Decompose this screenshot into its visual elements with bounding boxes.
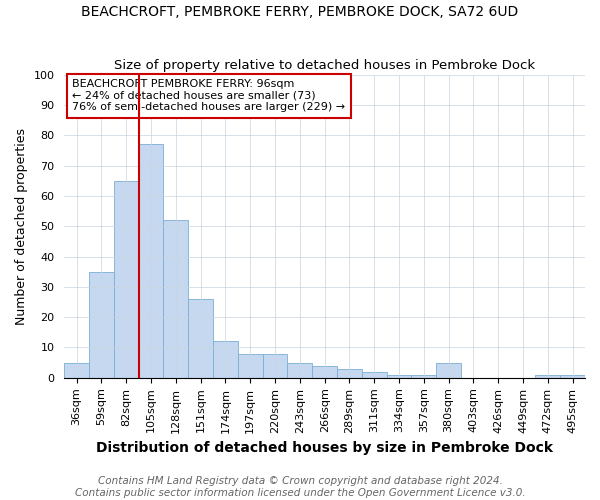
Bar bbox=[312, 366, 337, 378]
Bar bbox=[362, 372, 386, 378]
Bar bbox=[64, 362, 89, 378]
Bar bbox=[89, 272, 114, 378]
X-axis label: Distribution of detached houses by size in Pembroke Dock: Distribution of detached houses by size … bbox=[96, 441, 553, 455]
Bar bbox=[114, 180, 139, 378]
Bar bbox=[560, 375, 585, 378]
Bar bbox=[263, 354, 287, 378]
Bar bbox=[436, 362, 461, 378]
Text: BEACHCROFT PEMBROKE FERRY: 96sqm
← 24% of detached houses are smaller (73)
76% o: BEACHCROFT PEMBROKE FERRY: 96sqm ← 24% o… bbox=[72, 79, 345, 112]
Bar bbox=[386, 375, 412, 378]
Bar bbox=[535, 375, 560, 378]
Bar bbox=[188, 299, 213, 378]
Text: BEACHCROFT, PEMBROKE FERRY, PEMBROKE DOCK, SA72 6UD: BEACHCROFT, PEMBROKE FERRY, PEMBROKE DOC… bbox=[82, 5, 518, 19]
Bar bbox=[163, 220, 188, 378]
Bar bbox=[337, 368, 362, 378]
Bar bbox=[139, 144, 163, 378]
Bar bbox=[287, 362, 312, 378]
Y-axis label: Number of detached properties: Number of detached properties bbox=[15, 128, 28, 324]
Text: Contains HM Land Registry data © Crown copyright and database right 2024.
Contai: Contains HM Land Registry data © Crown c… bbox=[74, 476, 526, 498]
Title: Size of property relative to detached houses in Pembroke Dock: Size of property relative to detached ho… bbox=[114, 59, 535, 72]
Bar bbox=[213, 342, 238, 378]
Bar bbox=[412, 375, 436, 378]
Bar bbox=[238, 354, 263, 378]
